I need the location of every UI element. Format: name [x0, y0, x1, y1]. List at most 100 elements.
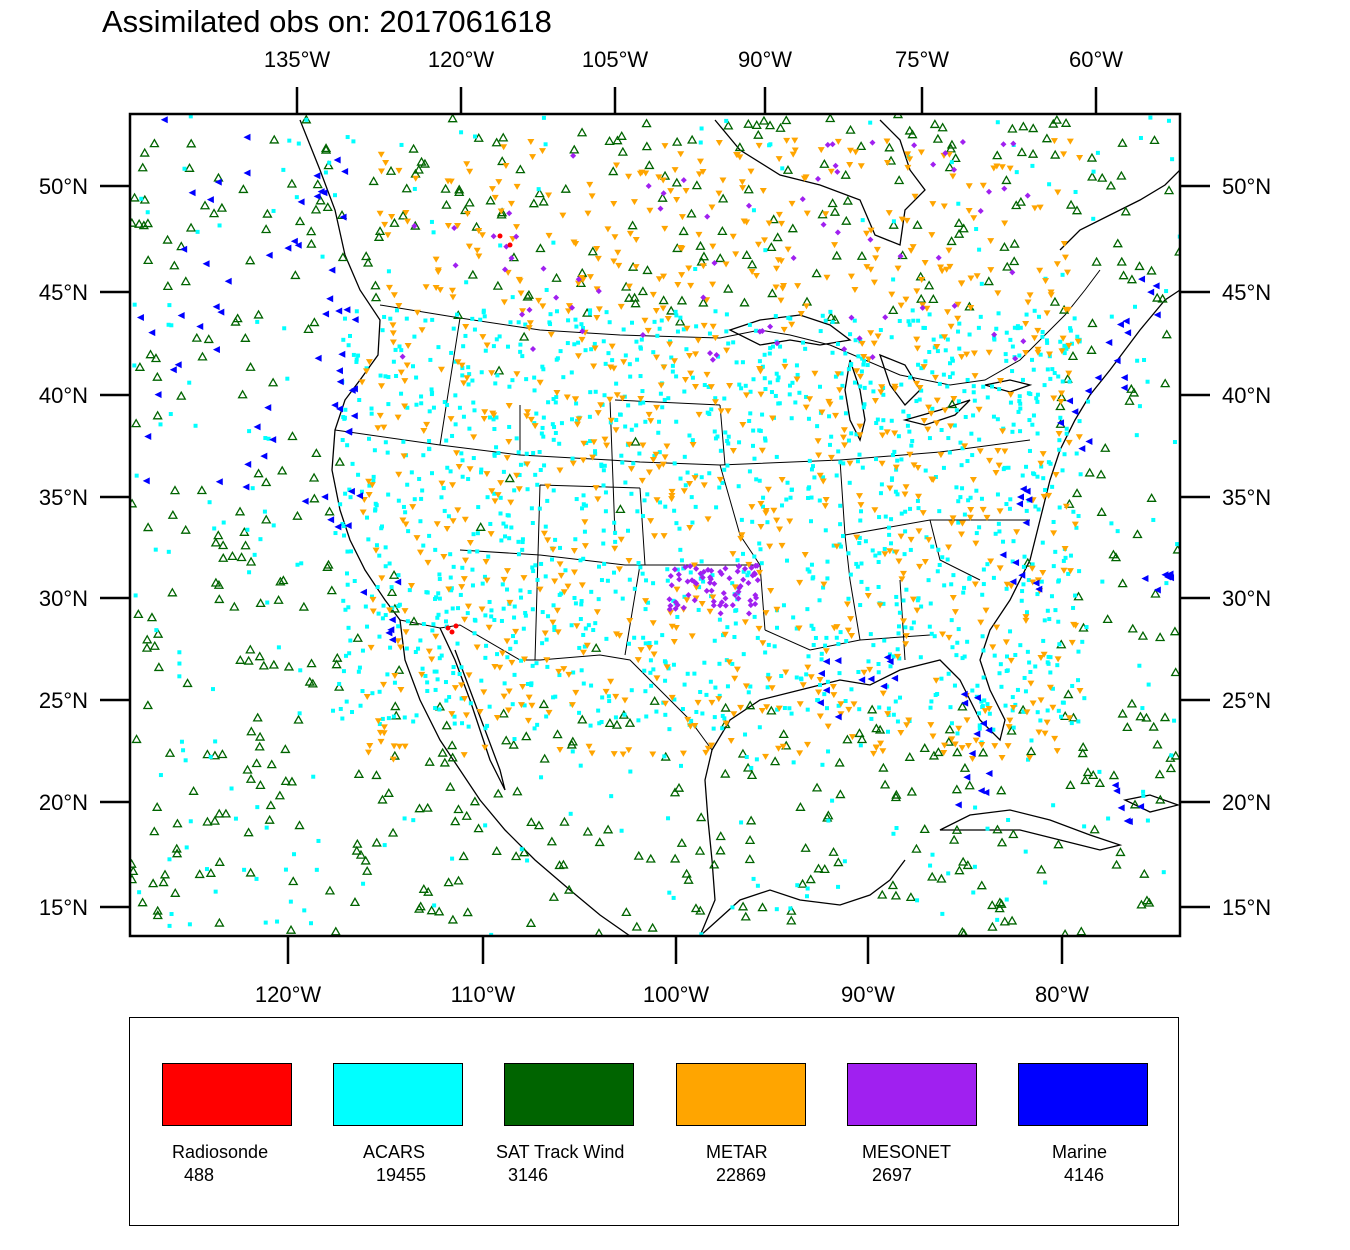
- metar-marker: [981, 708, 989, 715]
- acars-marker: [697, 585, 702, 590]
- mesonet-marker: [720, 590, 727, 597]
- acars-marker: [935, 691, 940, 696]
- metar-marker: [527, 416, 535, 423]
- acars-marker: [459, 665, 464, 670]
- acars-marker: [588, 390, 593, 395]
- acars-marker: [1025, 610, 1030, 615]
- acars-marker: [1078, 472, 1083, 477]
- acars-marker: [343, 491, 348, 496]
- metar-marker: [914, 465, 922, 472]
- acars-marker: [1024, 312, 1029, 317]
- acars-marker: [1032, 308, 1037, 313]
- acars-marker: [1035, 431, 1040, 436]
- marine-marker: [883, 653, 891, 661]
- acars-marker: [553, 430, 558, 435]
- acars-marker: [1038, 352, 1043, 357]
- metar-marker: [401, 403, 409, 410]
- acars-marker: [889, 335, 894, 340]
- acars-marker: [373, 507, 378, 512]
- metar-marker: [758, 707, 766, 714]
- sat-track-wind-marker: [856, 141, 867, 151]
- sat-track-wind-marker: [1027, 148, 1039, 158]
- acars-marker: [930, 406, 935, 411]
- acars-marker: [817, 598, 822, 603]
- sat-track-wind-marker: [1112, 238, 1123, 248]
- metar-marker: [580, 440, 588, 447]
- acars-marker: [717, 485, 722, 490]
- acars-marker: [956, 329, 961, 334]
- mesonet-marker: [942, 150, 949, 157]
- acars-marker: [582, 644, 587, 649]
- sat-track-wind-marker: [180, 276, 191, 286]
- acars-marker: [383, 374, 388, 379]
- marine-marker: [1016, 500, 1024, 508]
- acars-marker: [520, 537, 525, 542]
- mesonet-marker: [1020, 338, 1027, 345]
- sat-track-wind-marker: [1097, 172, 1108, 182]
- acars-marker: [860, 465, 865, 470]
- metar-marker: [682, 187, 690, 194]
- acars-marker: [914, 399, 919, 404]
- great-lake-superior: [728, 314, 852, 346]
- sat-track-wind-marker: [825, 114, 836, 123]
- sat-track-wind-marker: [878, 762, 889, 772]
- acars-marker: [606, 351, 611, 356]
- sat-track-wind-marker: [1111, 859, 1122, 869]
- sat-track-wind-marker: [307, 678, 318, 688]
- sat-track-wind-marker: [294, 216, 306, 226]
- acars-marker: [379, 526, 384, 531]
- acars-marker: [735, 558, 740, 563]
- bottom-tick-label: 110°W: [451, 982, 516, 1007]
- acars-marker: [930, 852, 935, 857]
- acars-marker: [507, 536, 512, 541]
- metar-marker: [461, 616, 469, 623]
- acars-marker: [557, 441, 562, 446]
- sat-track-wind-marker: [245, 867, 256, 877]
- acars-marker: [453, 393, 458, 398]
- sat-track-wind-marker: [1008, 829, 1019, 839]
- acars-marker: [794, 626, 799, 631]
- metar-marker: [748, 504, 756, 511]
- metar-marker: [725, 659, 733, 666]
- acars-marker: [958, 440, 963, 445]
- acars-marker: [285, 376, 290, 381]
- sat-track-wind-marker: [355, 849, 367, 859]
- acars-marker: [347, 487, 352, 492]
- acars-marker: [343, 607, 348, 612]
- metar-marker: [507, 499, 515, 506]
- sat-track-wind-marker: [1160, 378, 1171, 388]
- metar-marker: [673, 586, 681, 593]
- acars-marker: [935, 349, 940, 354]
- metar-marker: [651, 533, 659, 540]
- sat-track-wind-marker: [1157, 293, 1168, 303]
- sat-track-wind-marker: [370, 280, 381, 290]
- right-tick-label: 50°N: [1222, 174, 1271, 199]
- acars-marker: [308, 921, 313, 926]
- sat-track-wind-marker: [237, 389, 248, 399]
- acars-marker: [1046, 460, 1051, 465]
- radiosonde-marker: [507, 242, 513, 248]
- sat-track-wind-marker: [152, 371, 163, 381]
- sat-track-wind-marker: [393, 664, 405, 674]
- acars-marker: [737, 440, 742, 445]
- mesonet-marker: [832, 162, 839, 169]
- mesonet-marker: [986, 188, 993, 195]
- sat-track-wind-marker: [370, 292, 382, 302]
- sat-track-wind-marker: [629, 292, 640, 302]
- acars-marker: [821, 585, 826, 590]
- metar-marker: [649, 456, 657, 463]
- metar-marker: [722, 720, 730, 727]
- sat-track-wind-marker: [946, 236, 957, 246]
- metar-marker: [948, 736, 956, 743]
- sat-track-wind-marker: [746, 770, 758, 780]
- acars-marker: [1011, 539, 1016, 544]
- acars-marker: [345, 549, 350, 554]
- sat-track-wind-marker: [827, 198, 838, 208]
- acars-marker: [726, 441, 731, 446]
- acars-marker: [662, 659, 667, 664]
- legend-swatch: [162, 1063, 292, 1126]
- acars-marker: [717, 693, 722, 698]
- acars-marker: [910, 438, 915, 443]
- acars-marker: [513, 640, 518, 645]
- sat-track-wind-marker: [919, 743, 930, 753]
